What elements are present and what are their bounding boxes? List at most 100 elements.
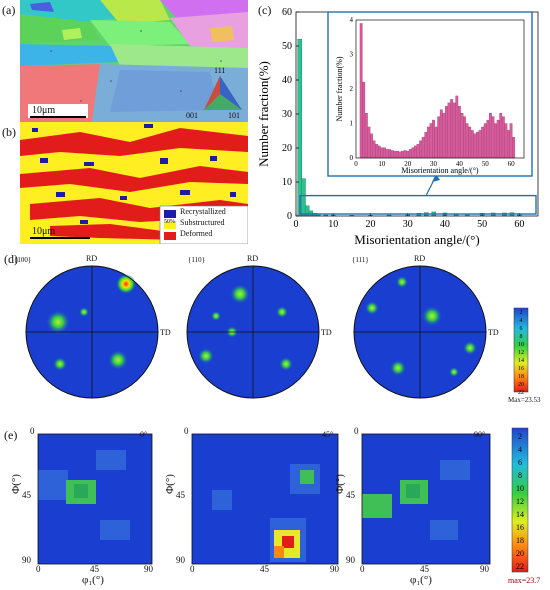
- inset-bar-5: [372, 140, 376, 159]
- x-tick-label-5: 50: [477, 219, 487, 230]
- pf-max-text: Max=23.53: [508, 396, 541, 404]
- inset-bar-28: [432, 119, 435, 159]
- inset-bar-20: [411, 147, 415, 159]
- inset-bar-42: [468, 126, 472, 159]
- main-bar-0: [297, 39, 302, 217]
- odf-cbar-tick-9: 20: [516, 549, 524, 558]
- pf-cbar-tick-1: 4: [520, 318, 523, 324]
- inset-x-tick-label-5: 50: [482, 160, 490, 168]
- pf-cbar-tick-2: 6: [520, 326, 523, 332]
- inset-bar-55: [501, 116, 505, 159]
- inset-bar-48: [483, 123, 487, 159]
- legend-swatch-recrystallized: [164, 210, 176, 218]
- inset-x-tick-label-3: 30: [430, 160, 438, 168]
- inset-x-tick-label-6: 60: [508, 160, 515, 168]
- inset-bar-45: [476, 131, 479, 159]
- inset-bar-8: [380, 147, 384, 159]
- inset-bar-7: [377, 145, 381, 159]
- y-tick-label-5: 50: [282, 41, 292, 52]
- y-tick-label-6: 60: [282, 7, 292, 18]
- inset-bar-38: [458, 106, 461, 159]
- legend-substructured: Substructured: [180, 218, 225, 227]
- odf-cbar-tick-2: 6: [518, 458, 522, 467]
- legend-inset-text: 50%: [164, 219, 175, 225]
- inset-bar-13: [393, 150, 397, 159]
- inset-bar-19: [408, 149, 412, 159]
- odf1-x0: 0: [36, 564, 41, 574]
- y-tick-label-2: 20: [282, 143, 292, 154]
- pf2-td: TD: [321, 328, 332, 337]
- inset-bar-43: [470, 130, 474, 159]
- inset-bar-25: [424, 131, 428, 159]
- pf-cbar-tick-7: 16: [518, 366, 524, 372]
- inset-bar-22: [416, 144, 420, 159]
- pf-cbar-tick-9: 20: [518, 382, 524, 388]
- pf-cbar-tick-10: 22: [518, 390, 524, 396]
- ipf-key-001: 001: [186, 111, 198, 120]
- inset-bar-12: [390, 150, 394, 159]
- y-axis-label: Number fraction(%): [256, 61, 271, 167]
- odf2-y45: 45: [176, 490, 185, 500]
- odf-section-0: [37, 433, 153, 565]
- inset-y-tick-label-3: 3: [350, 51, 354, 59]
- odf-section-90: [361, 433, 491, 565]
- y-tick-label-0: 0: [287, 211, 292, 222]
- inset-bar-37: [455, 95, 459, 159]
- x-axis-label: Misorientation angle/(°): [354, 232, 479, 247]
- inset-x-label: Misorientation angle/(°): [401, 166, 479, 175]
- inset-bar-49: [486, 119, 490, 159]
- odf3-ylabel: Φ(°): [333, 474, 346, 494]
- inset-bar-41: [465, 123, 469, 159]
- pf-title-111: {111}: [352, 256, 369, 264]
- inset-bar-17: [403, 150, 407, 159]
- odf2-x90: 90: [330, 564, 339, 574]
- inset-bar-46: [478, 130, 482, 159]
- odf1-x90: 90: [144, 564, 153, 574]
- inset-plot-frame: [355, 19, 525, 159]
- odf-cbar-tick-3: 8: [518, 471, 522, 480]
- inset-bar-0: [359, 23, 363, 159]
- ipf-key-111: 111: [214, 66, 226, 75]
- y-tick-label-4: 40: [282, 75, 292, 86]
- odf-sections: 2 4 6 8 10 12 14 16 18 20 22: [37, 427, 529, 573]
- inset-bar-3: [367, 126, 371, 159]
- odf1-xlabel: φ₁(°): [82, 574, 104, 586]
- inset-bar-34: [447, 102, 451, 159]
- inset-bar-50: [489, 113, 492, 159]
- main-bar-1: [301, 178, 306, 217]
- inset-bar-18: [406, 150, 410, 159]
- pf-cbar-tick-5: 12: [518, 350, 524, 356]
- inset-bar-31: [439, 109, 443, 159]
- pole-figure-100: [25, 265, 159, 399]
- pf-title-100: {100}: [14, 256, 32, 264]
- inset-bar-15: [398, 151, 402, 159]
- inset-bar-58: [509, 123, 513, 159]
- odf-cbar-tick-5: 12: [516, 497, 524, 506]
- inset-bar-39: [460, 113, 464, 159]
- inset-x-tick-label-1: 10: [378, 160, 386, 168]
- inset-bar-27: [429, 123, 433, 159]
- inset-y-tick-label-4: 4: [350, 16, 354, 24]
- panel-b-label: (b): [2, 125, 16, 139]
- panel-a-scale-label: 10μm: [32, 105, 56, 116]
- x-tick-label-2: 20: [365, 219, 375, 230]
- odf1-ylabel: Φ(°): [9, 474, 22, 494]
- recrystallization-map: [20, 122, 248, 244]
- odf3-x0: 0: [360, 564, 365, 574]
- inset-bar-23: [419, 140, 422, 159]
- inset-bar-1: [362, 81, 366, 159]
- pf-cbar-tick-4: 10: [518, 342, 524, 348]
- odf1-x45: 45: [90, 564, 99, 574]
- inset-bar-51: [491, 116, 495, 159]
- pf1-td: TD: [160, 328, 171, 337]
- inset-bar-14: [395, 150, 399, 159]
- inset-bar-21: [414, 145, 417, 159]
- legend-deformed: Deformed: [180, 229, 213, 238]
- inset-x-tick-label-4: 40: [456, 160, 464, 168]
- x-tick-label-0: 0: [294, 219, 299, 230]
- inset-y-tick-label-0: 0: [350, 154, 354, 162]
- odf-section-45: [191, 433, 339, 565]
- pf-cbar-tick-3: 8: [520, 334, 523, 340]
- pf1-rd: RD: [86, 254, 98, 263]
- pf-cbar-tick-6: 14: [518, 358, 524, 364]
